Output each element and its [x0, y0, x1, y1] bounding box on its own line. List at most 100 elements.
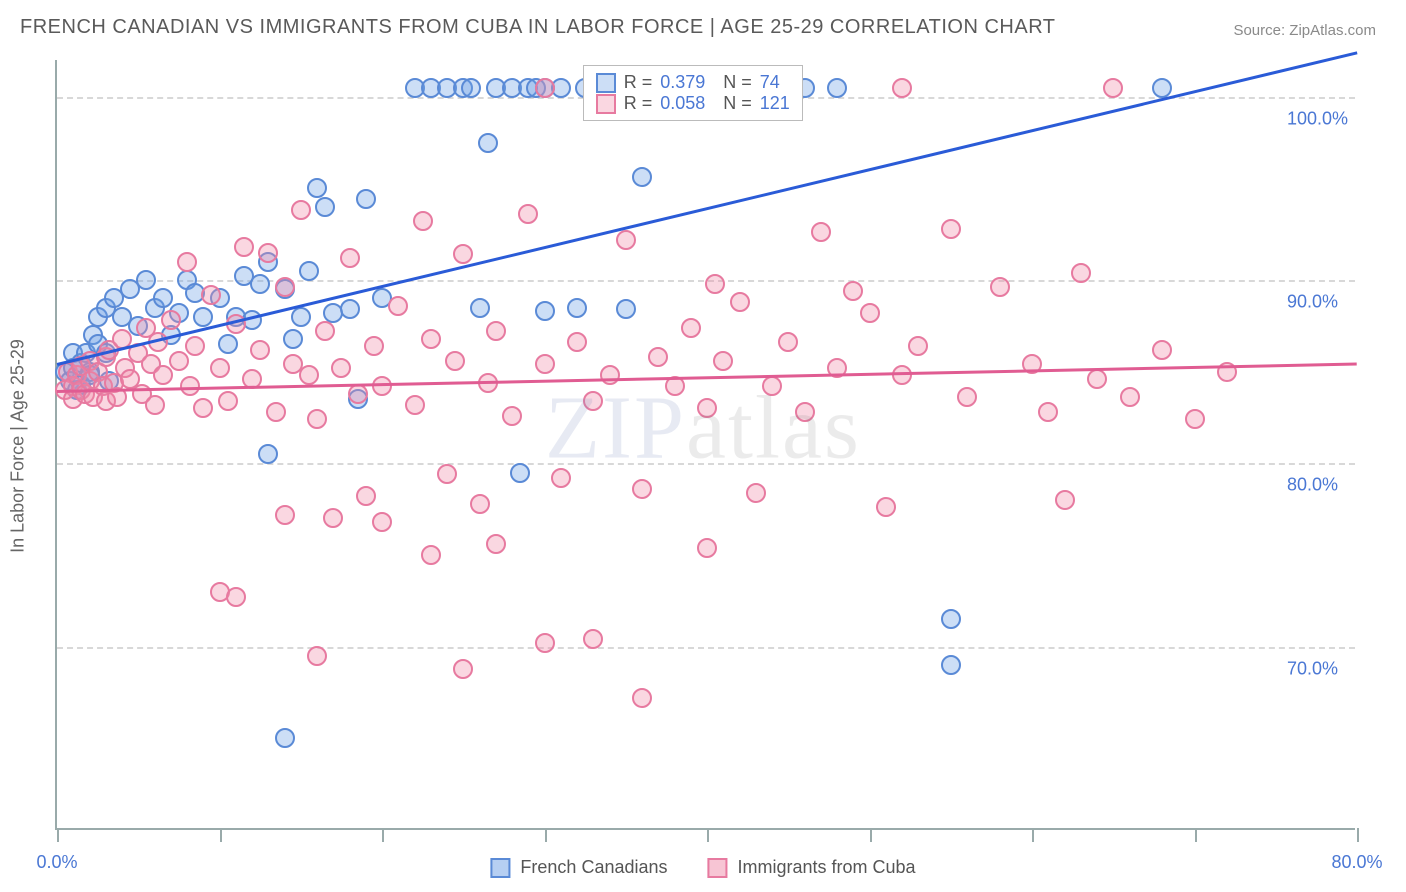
- y-axis-label: In Labor Force | Age 25-29: [8, 339, 29, 553]
- chart-title: FRENCH CANADIAN VS IMMIGRANTS FROM CUBA …: [20, 16, 1056, 39]
- scatter-point: [210, 358, 230, 378]
- scatter-point: [226, 587, 246, 607]
- scatter-point: [275, 728, 295, 748]
- scatter-point: [1152, 340, 1172, 360]
- scatter-point: [291, 307, 311, 327]
- source-attribution: Source: ZipAtlas.com: [1233, 22, 1376, 39]
- scatter-point: [892, 78, 912, 98]
- legend-item: Immigrants from Cuba: [708, 857, 916, 878]
- scatter-point: [364, 336, 384, 356]
- scatter-point: [421, 329, 441, 349]
- scatter-point: [551, 468, 571, 488]
- scatter-point: [388, 296, 408, 316]
- scatter-point: [315, 321, 335, 341]
- scatter-point: [193, 398, 213, 418]
- r-value: 0.058: [660, 93, 705, 114]
- scatter-point: [648, 347, 668, 367]
- scatter-point: [632, 688, 652, 708]
- scatter-point: [1038, 402, 1058, 422]
- x-tick-mark: [382, 828, 384, 842]
- legend-label: French Canadians: [520, 857, 667, 878]
- scatter-point: [583, 629, 603, 649]
- n-label: N =: [713, 93, 752, 114]
- scatter-point: [153, 288, 173, 308]
- scatter-point: [1071, 263, 1091, 283]
- x-tick-mark: [870, 828, 872, 842]
- bottom-legend: French Canadians Immigrants from Cuba: [490, 857, 915, 878]
- scatter-point: [461, 78, 481, 98]
- scatter-point: [583, 391, 603, 411]
- scatter-point: [486, 321, 506, 341]
- scatter-point: [535, 301, 555, 321]
- scatter-point: [876, 497, 896, 517]
- scatter-point: [908, 336, 928, 356]
- scatter-point: [356, 189, 376, 209]
- scatter-point: [470, 298, 490, 318]
- scatter-point: [193, 307, 213, 327]
- scatter-point: [340, 248, 360, 268]
- scatter-point: [136, 270, 156, 290]
- y-tick-label: 90.0%: [1287, 292, 1338, 313]
- legend-swatch: [708, 858, 728, 878]
- x-tick-mark: [1195, 828, 1197, 842]
- scatter-point: [478, 133, 498, 153]
- scatter-point: [1103, 78, 1123, 98]
- y-tick-label: 70.0%: [1287, 658, 1338, 679]
- x-tick-mark: [707, 828, 709, 842]
- x-tick-label: 0.0%: [36, 852, 77, 873]
- legend-swatch: [596, 94, 616, 114]
- scatter-point: [990, 277, 1010, 297]
- scatter-point: [1055, 490, 1075, 510]
- scatter-point: [632, 167, 652, 187]
- scatter-point: [266, 402, 286, 422]
- scatter-point: [535, 354, 555, 374]
- legend-label: Immigrants from Cuba: [738, 857, 916, 878]
- x-tick-mark: [1032, 828, 1034, 842]
- scatter-point: [356, 486, 376, 506]
- scatter-point: [307, 409, 327, 429]
- scatter-point: [161, 310, 181, 330]
- scatter-point: [730, 292, 750, 312]
- scatter-point: [405, 395, 425, 415]
- scatter-point: [250, 274, 270, 294]
- scatter-point: [331, 358, 351, 378]
- scatter-point: [892, 365, 912, 385]
- scatter-point: [681, 318, 701, 338]
- scatter-point: [299, 261, 319, 281]
- scatter-point: [218, 334, 238, 354]
- y-tick-label: 80.0%: [1287, 475, 1338, 496]
- scatter-point: [340, 299, 360, 319]
- scatter-point: [795, 402, 815, 422]
- scatter-point: [445, 351, 465, 371]
- scatter-point: [778, 332, 798, 352]
- scatter-point: [697, 398, 717, 418]
- scatter-point: [1152, 78, 1172, 98]
- scatter-point: [234, 237, 254, 257]
- scatter-point: [153, 365, 173, 385]
- scatter-point: [843, 281, 863, 301]
- scatter-point: [941, 655, 961, 675]
- scatter-point: [518, 204, 538, 224]
- scatter-point: [957, 387, 977, 407]
- scatter-point: [567, 332, 587, 352]
- scatter-point: [421, 545, 441, 565]
- scatter-point: [372, 376, 392, 396]
- x-tick-mark: [1357, 828, 1359, 842]
- x-tick-mark: [57, 828, 59, 842]
- x-tick-mark: [545, 828, 547, 842]
- scatter-point: [941, 219, 961, 239]
- scatter-point: [713, 351, 733, 371]
- scatter-point: [567, 298, 587, 318]
- scatter-point: [762, 376, 782, 396]
- scatter-point: [535, 78, 555, 98]
- n-value: 121: [760, 93, 790, 114]
- scatter-point: [502, 406, 522, 426]
- legend-swatch: [490, 858, 510, 878]
- scatter-point: [510, 463, 530, 483]
- scatter-point: [437, 464, 457, 484]
- scatter-point: [185, 336, 205, 356]
- x-tick-mark: [220, 828, 222, 842]
- scatter-point: [372, 512, 392, 532]
- scatter-point: [145, 395, 165, 415]
- scatter-point: [811, 222, 831, 242]
